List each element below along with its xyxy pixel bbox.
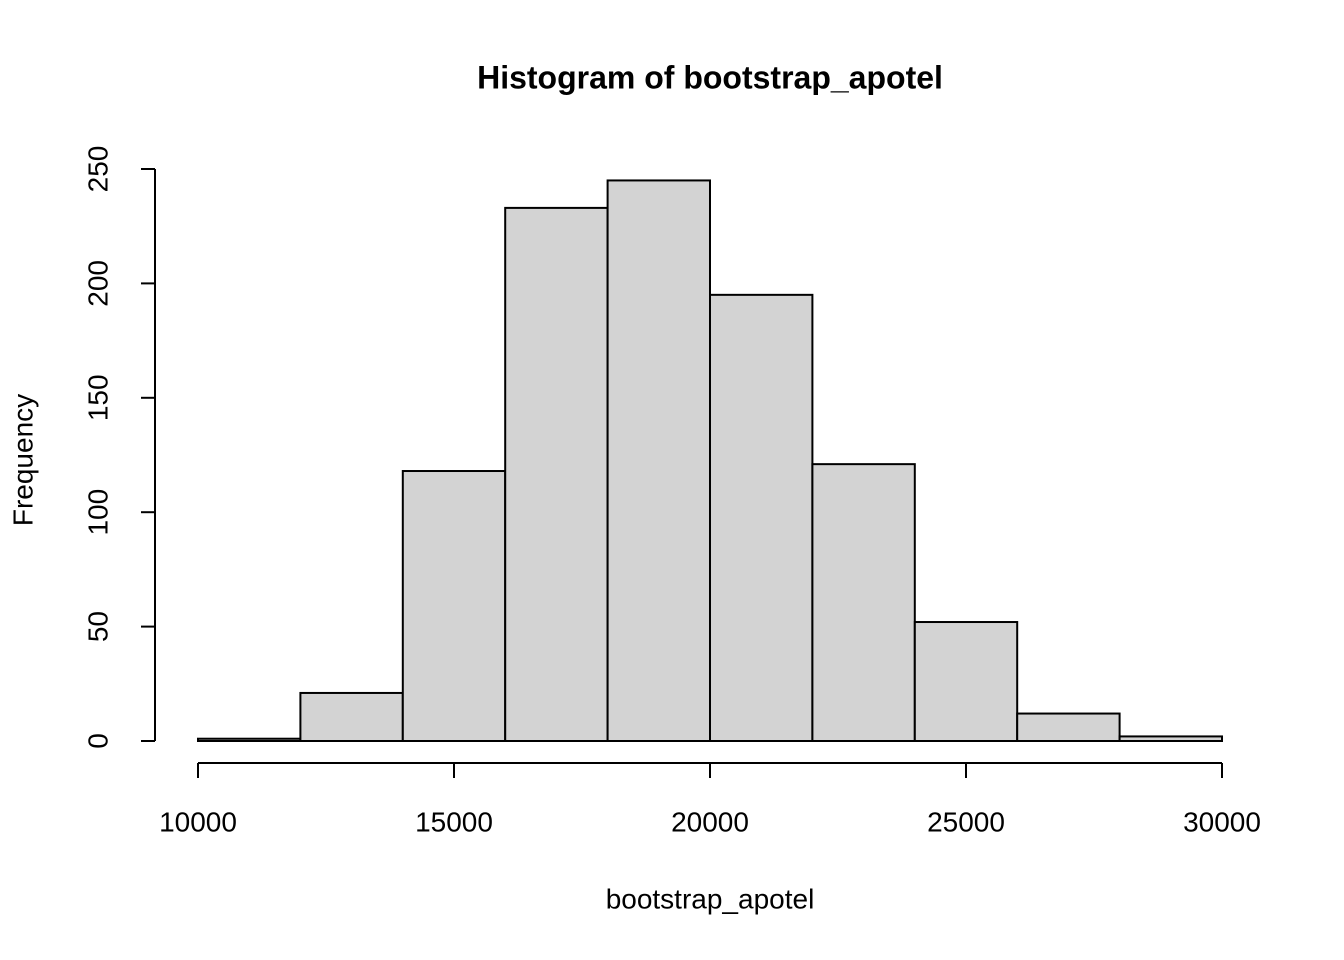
y-tick-label: 200 [82, 260, 113, 307]
y-tick-label: 150 [82, 374, 113, 421]
x-tick-label: 20000 [671, 806, 749, 837]
y-tick-label: 100 [82, 489, 113, 536]
bar [913, 621, 1019, 742]
bar [709, 293, 814, 742]
x-tick-label: 30000 [1183, 806, 1261, 837]
x-axis-label: bootstrap_apotel [606, 883, 815, 914]
y-tick-label: 0 [82, 733, 113, 749]
y-axis-label: Frequency [7, 394, 38, 526]
bar [401, 470, 507, 742]
bar [299, 691, 404, 743]
y-tick-label: 250 [82, 146, 113, 193]
x-tick-label: 10000 [159, 806, 237, 837]
y-tick-label: 50 [82, 611, 113, 642]
bar [197, 737, 302, 742]
bar [606, 179, 711, 742]
bar [1016, 712, 1121, 743]
bar [811, 463, 916, 742]
bar [1118, 735, 1223, 743]
chart-title: Histogram of bootstrap_apotel [477, 59, 943, 95]
x-tick-label: 25000 [927, 806, 1005, 837]
x-tick-label: 15000 [415, 806, 493, 837]
bar [504, 206, 609, 742]
